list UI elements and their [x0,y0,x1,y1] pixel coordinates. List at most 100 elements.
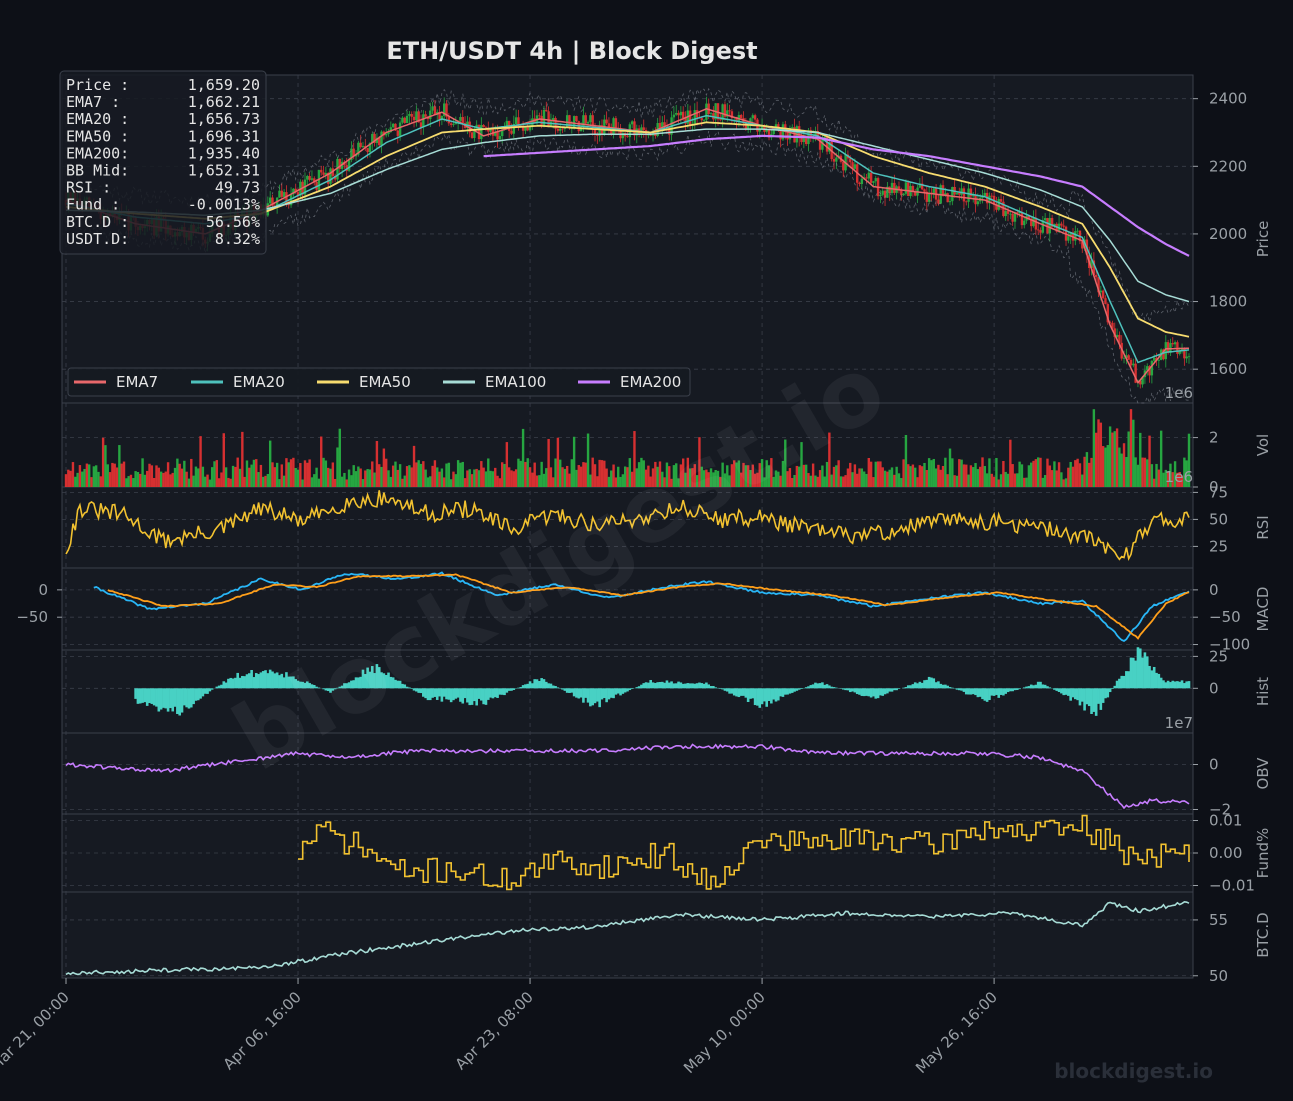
candle-body [891,183,893,193]
volume-bar [464,478,466,487]
histogram-bar [457,688,460,697]
histogram-bar [448,688,451,699]
histogram-bar [751,688,754,698]
histogram-bar [763,688,766,701]
histogram-bar [211,688,214,689]
candle-body [1104,298,1106,304]
volume-bar [923,463,925,487]
volume-bar [151,465,153,487]
volume-bar [974,463,976,487]
histogram-bar [1151,670,1154,688]
histogram-bar [206,688,209,694]
candle-body [710,113,712,114]
volume-bar [540,462,542,487]
volume-bar [88,464,90,487]
volume-bar [902,459,904,487]
volume-bar [359,469,361,487]
volume-bar [529,467,531,487]
candle-body [380,132,382,146]
histogram-bar [974,688,977,695]
histogram-bar [540,678,543,688]
histogram-bar [698,683,701,689]
volume-bar [1049,465,1051,487]
histogram-bar [139,688,142,703]
volume-bar [322,458,324,487]
candle-body [893,183,895,193]
candle-body [283,192,285,197]
volume-bar [533,463,535,487]
histogram-bar [1069,688,1072,700]
candle-body [872,181,874,183]
histogram-bar [765,688,768,706]
candle-body [865,177,867,178]
volume-bar [455,474,457,487]
volume-bar [376,441,378,487]
volume-bar [1130,409,1132,487]
volume-bar [267,474,269,487]
volume-bar [334,479,336,487]
candle-body [705,104,707,120]
histogram-bar [881,688,884,696]
volume-bar [146,471,148,487]
histogram-bar [770,688,773,703]
volume-bar [394,462,396,487]
volume-bar [369,469,371,487]
volume-bar [241,432,243,487]
histogram-bar [146,688,149,706]
volume-bar [213,461,215,487]
candle-body [970,189,972,197]
volume-bar [197,468,199,487]
histogram-bar [499,688,502,694]
volume-bar [111,463,113,487]
y-tick-label: 50 [1209,510,1228,528]
volume-bar [74,477,76,487]
histogram-bar [874,688,877,698]
candle-body [1188,356,1190,357]
y-tick-label: 2 [1209,429,1219,447]
volume-bar [378,464,380,487]
candle-body [626,136,628,137]
candle-body [1095,275,1097,277]
volume-bar [183,461,185,487]
histogram-bar [1081,688,1084,701]
info-value: -0.0013% [188,196,260,214]
volume-bar [1093,409,1095,487]
info-value: 1,696.31 [188,127,260,145]
candle-body [399,123,401,136]
histogram-bar [749,688,752,699]
histogram-bar [861,688,864,696]
volume-bar [522,429,524,487]
histogram-bar [552,686,555,689]
panel-btcd [62,892,1193,978]
histogram-bar [195,688,198,700]
histogram-bar [587,688,590,702]
histogram-bar [928,677,931,688]
volume-bar [385,459,387,487]
histogram-bar [1130,658,1133,689]
volume-bar [473,469,475,487]
candle-body [631,121,633,124]
histogram-bar [1178,682,1181,689]
histogram-bar [450,688,453,702]
volume-bar [290,459,292,487]
histogram-bar [951,688,954,689]
volume-bar [315,468,317,487]
candle-body [480,125,482,139]
volume-bar [413,446,415,487]
volume-bar [928,458,930,487]
histogram-bar [582,688,585,702]
volume-bar [582,462,584,487]
volume-bar [1030,463,1032,487]
volume-bar [248,468,250,487]
candle-body [450,123,452,125]
volume-bar [209,480,211,487]
histogram-bar [1000,688,1003,695]
candle-body [1063,226,1065,227]
histogram-bar [1032,685,1035,688]
candle-body [596,135,598,136]
volume-bar [341,477,343,487]
volume-bar [81,472,83,487]
info-label: EMA7 : [66,93,120,111]
volume-bar [1088,463,1090,487]
volume-bar [185,472,187,487]
